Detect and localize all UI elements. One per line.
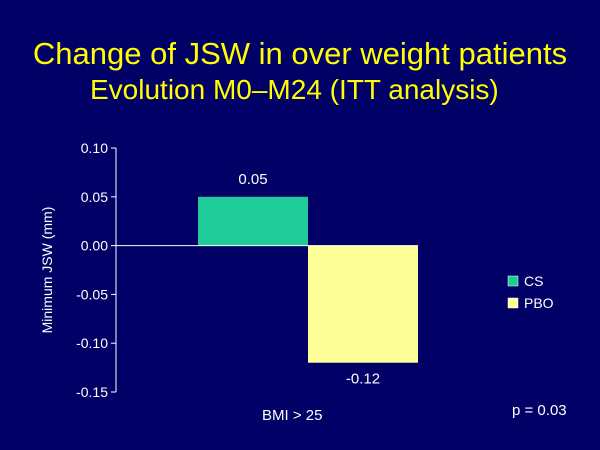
chart-subtitle: Evolution M0–M24 (ITT analysis): [90, 74, 499, 105]
y-tick-label: 0.10: [81, 140, 108, 156]
x-category-label: BMI > 25: [262, 407, 322, 424]
chart-title: Change of JSW in over weight patients: [32, 36, 568, 71]
y-tick-label: -0.05: [76, 286, 108, 302]
bar-pbo: [308, 245, 418, 363]
legend-swatch-pbo: [507, 297, 519, 309]
legend-label-cs: CS: [524, 273, 543, 289]
legend-label-pbo: PBO: [524, 295, 554, 311]
data-label-pbo: -0.12: [346, 371, 380, 388]
legend-swatch-cs: [507, 275, 519, 287]
y-tick-label: -0.15: [76, 384, 108, 400]
p-value-label: p = 0.03: [512, 402, 567, 419]
data-label-cs: 0.05: [238, 171, 267, 188]
y-tick-label: -0.10: [76, 335, 108, 351]
y-tick-label: 0.00: [81, 238, 108, 254]
y-tick-label: 0.05: [81, 189, 108, 205]
bar-cs: [198, 196, 308, 246]
